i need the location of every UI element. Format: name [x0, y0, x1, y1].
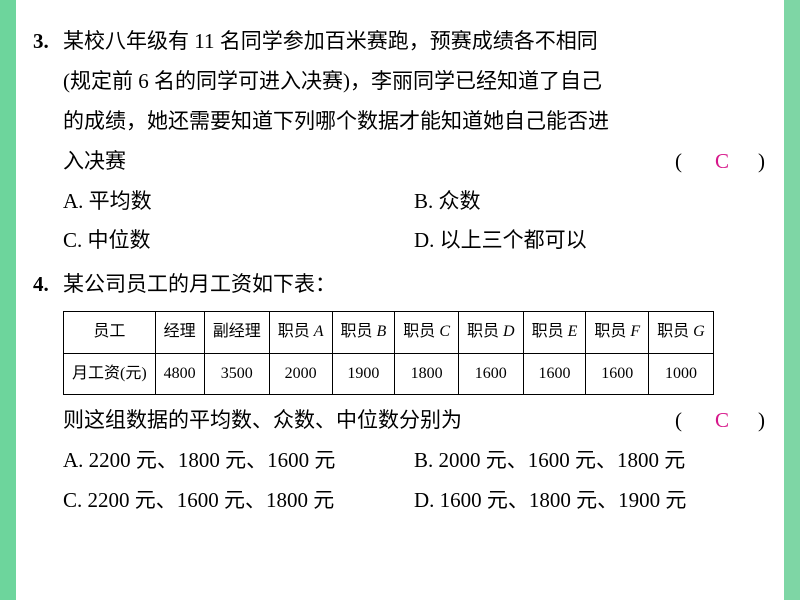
page: 3. 某校八年级有 11 名同学参加百米赛跑，预赛成绩各不相同 (规定前 6 名… — [35, 22, 765, 525]
text-line: 入决赛 — [63, 142, 126, 182]
question-4: 4. 某公司员工的月工资如下表： 员工 经理 副经理 职员 A 职员 B 职员 … — [35, 265, 765, 520]
table-cell: 1600 — [523, 353, 586, 394]
table-header: 职员 E — [523, 312, 586, 353]
question-3: 3. 某校八年级有 11 名同学参加百米赛跑，预赛成绩各不相同 (规定前 6 名… — [35, 22, 765, 261]
table-header: 职员 C — [395, 312, 459, 353]
option-b: B. 众数 — [414, 182, 765, 222]
option-b: B. 2000 元、1600 元、1800 元 — [414, 441, 765, 481]
table-row-label: 月工资(元) — [64, 353, 156, 394]
answer-paren: ( C ) — [675, 142, 765, 182]
option-c: C. 中位数 — [63, 221, 414, 261]
text-line: 某校八年级有 11 名同学参加百米赛跑，预赛成绩各不相同 — [63, 29, 598, 53]
answer-value: C — [715, 408, 729, 432]
question-number: 4. — [33, 265, 49, 305]
table-header-row: 员工 经理 副经理 职员 A 职员 B 职员 C 职员 D 职员 E 职员 F … — [64, 312, 714, 353]
table-header: 职员 F — [586, 312, 649, 353]
table-header: 经理 — [155, 312, 204, 353]
table-cell: 3500 — [204, 353, 269, 394]
table-header: 员工 — [64, 312, 156, 353]
question-number: 3. — [33, 22, 49, 62]
question-text: 某校八年级有 11 名同学参加百米赛跑，预赛成绩各不相同 (规定前 6 名的同学… — [63, 22, 765, 182]
text-line: 的成绩，她还需要知道下列哪个数据才能知道她自己能否进 — [63, 109, 609, 133]
options-row: C. 2200 元、1600 元、1800 元 D. 1600 元、1800 元… — [63, 481, 765, 521]
text-line: 则这组数据的平均数、众数、中位数分别为 — [63, 401, 462, 441]
options-row: A. 2200 元、1800 元、1600 元 B. 2000 元、1600 元… — [63, 441, 765, 481]
option-c: C. 2200 元、1600 元、1800 元 — [63, 481, 414, 521]
table-cell: 1600 — [458, 353, 523, 394]
answer-paren: ( C ) — [675, 401, 765, 441]
table-cell: 1900 — [332, 353, 395, 394]
table-header: 职员 G — [649, 312, 714, 353]
options-block: A. 平均数 B. 众数 C. 中位数 D. 以上三个都可以 — [63, 182, 765, 262]
salary-table: 员工 经理 副经理 职员 A 职员 B 职员 C 职员 D 职员 E 职员 F … — [63, 311, 714, 395]
question-intro: 某公司员工的月工资如下表： — [63, 265, 765, 305]
text-line: (规定前 6 名的同学可进入决赛)，李丽同学已经知道了自己 — [63, 69, 602, 93]
option-a: A. 平均数 — [63, 182, 414, 222]
table-cell: 1600 — [586, 353, 649, 394]
table-header: 副经理 — [204, 312, 269, 353]
table-cell: 1000 — [649, 353, 714, 394]
table-header: 职员 A — [269, 312, 332, 353]
question-after-text: 则这组数据的平均数、众数、中位数分别为 ( C ) — [63, 401, 765, 441]
table-cell: 2000 — [269, 353, 332, 394]
table-header: 职员 D — [458, 312, 523, 353]
table-cell: 1800 — [395, 353, 459, 394]
table-header: 职员 B — [332, 312, 395, 353]
option-a: A. 2200 元、1800 元、1600 元 — [63, 441, 414, 481]
answer-value: C — [715, 149, 729, 173]
table-cell: 4800 — [155, 353, 204, 394]
option-d: D. 以上三个都可以 — [414, 221, 765, 261]
table-data-row: 月工资(元) 4800 3500 2000 1900 1800 1600 160… — [64, 353, 714, 394]
option-d: D. 1600 元、1800 元、1900 元 — [414, 481, 765, 521]
